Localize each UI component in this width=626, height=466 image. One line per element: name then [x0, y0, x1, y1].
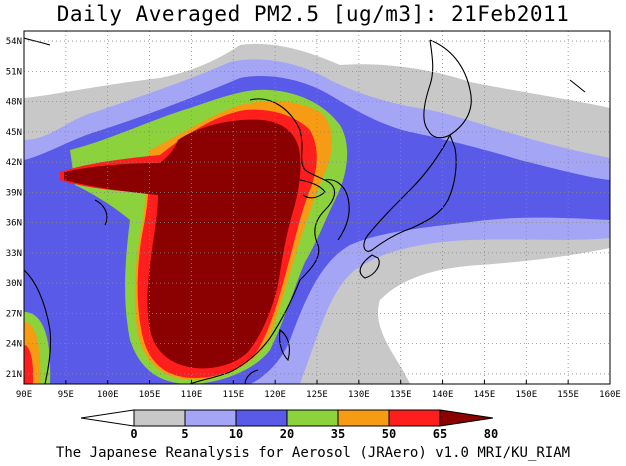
lat-label: 54N	[6, 37, 22, 47]
lat-label: 21N	[6, 370, 22, 380]
latitude-labels: 54N 51N 48N 45N 42N 39N 36N 33N 30N 27N 24N 21N	[6, 37, 22, 380]
lon-label: 140E	[432, 390, 454, 400]
colorbar-label: 65	[433, 427, 447, 441]
pm25-contour-80	[64, 119, 301, 369]
lon-label: 110E	[181, 390, 203, 400]
lon-label: 115E	[222, 390, 244, 400]
lat-label: 24N	[6, 340, 22, 350]
colorbar-label: 0	[130, 427, 137, 441]
colorbar-label: 50	[382, 427, 396, 441]
map-title: Daily Averaged PM2.5 [ug/m3]: 21Feb2011	[56, 2, 570, 26]
longitude-labels: 90E 95E 100E 105E 110E 115E 120E 125E 130E 135E 14…	[16, 390, 621, 400]
graticule	[23, 31, 611, 384]
colorbar-label: 80	[484, 427, 498, 441]
lat-label: 27N	[6, 309, 22, 319]
lat-label: 45N	[6, 128, 22, 138]
lon-label: 90E	[16, 390, 32, 400]
colorbar: 0 5 10 20 35 50 65 80	[80, 409, 498, 441]
lon-label: 155E	[557, 390, 579, 400]
lon-label: 130E	[348, 390, 370, 400]
coastlines	[24, 37, 586, 384]
lat-label: 36N	[6, 219, 22, 229]
colorbar-label: 10	[229, 427, 243, 441]
colorbar-label: 5	[181, 427, 188, 441]
lon-label: 160E	[599, 390, 621, 400]
lat-label: 48N	[6, 98, 22, 108]
lat-label: 39N	[6, 188, 22, 198]
colorbar-box	[286, 409, 339, 427]
lon-label: 150E	[515, 390, 537, 400]
colorbar-label: 20	[280, 427, 294, 441]
lat-label: 42N	[6, 158, 22, 168]
colorbar-box	[133, 409, 186, 427]
pm25-contour-65	[24, 345, 34, 384]
colorbar-box	[184, 409, 237, 427]
colorbar-arrow-high	[439, 409, 494, 427]
lon-label: 145E	[474, 390, 496, 400]
lon-label: 120E	[264, 390, 286, 400]
lon-label: 135E	[390, 390, 412, 400]
colorbar-box	[235, 409, 288, 427]
data-source-caption: The Japanese Reanalysis for Aerosol (JRA…	[55, 445, 571, 461]
colorbar-label: 35	[331, 427, 345, 441]
colorbar-arrow-low	[80, 409, 135, 427]
colorbar-box	[337, 409, 390, 427]
lat-label: 33N	[6, 249, 22, 259]
lat-label: 51N	[6, 67, 22, 77]
map-frame	[23, 30, 611, 385]
lon-label: 100E	[97, 390, 119, 400]
lon-label: 105E	[139, 390, 161, 400]
lon-label: 95E	[58, 390, 74, 400]
lat-label: 30N	[6, 279, 22, 289]
colorbar-box	[388, 409, 441, 427]
lon-label: 125E	[306, 390, 328, 400]
